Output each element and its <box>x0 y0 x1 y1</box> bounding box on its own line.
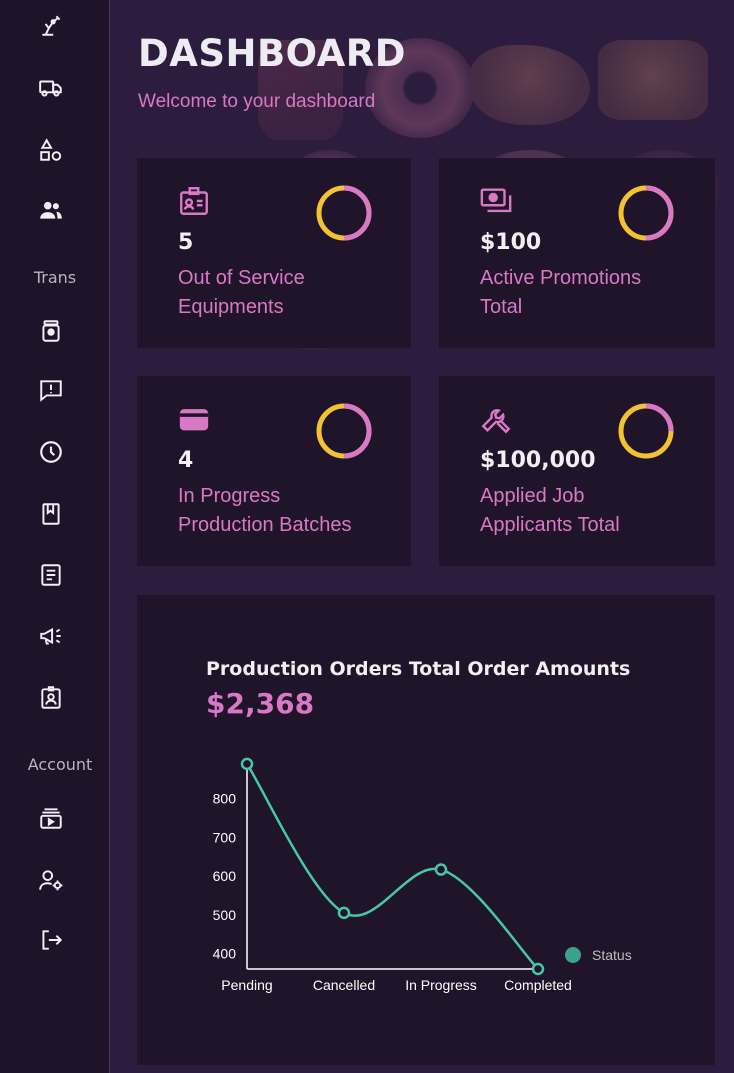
data-point-completed[interactable] <box>531 962 545 976</box>
line-chart: 400 500 600 700 800 Pending Cancelled In Progr… <box>213 757 632 993</box>
progress-donut <box>618 185 674 241</box>
y-tick-label: 800 <box>213 791 237 807</box>
y-tick-label: 500 <box>213 907 237 923</box>
card-value: $100 <box>480 230 542 255</box>
legend-label[interactable]: Status <box>592 947 632 963</box>
clock-icon[interactable] <box>36 437 66 467</box>
money-icon <box>479 184 513 218</box>
chart-panel: Production Orders Total Order Amounts $2… <box>137 595 715 1065</box>
robot-arm-icon[interactable] <box>36 10 66 40</box>
card-label-line2: Total <box>480 296 523 318</box>
book-icon[interactable] <box>36 499 66 529</box>
wrench-icon <box>479 402 513 436</box>
card-label: In Progress Production Batches <box>178 482 398 540</box>
truck-icon[interactable] <box>36 73 66 103</box>
megaphone-icon[interactable] <box>36 621 66 651</box>
document-icon[interactable] <box>36 560 66 590</box>
card-label-line2: Applicants Total <box>480 514 620 536</box>
card-label-line1: Out of Service <box>178 267 305 289</box>
badge-icon <box>177 184 211 218</box>
sidebar-section-account: Account <box>27 755 93 774</box>
x-tick-label: In Progress <box>405 977 477 993</box>
card-label: Out of Service Equipments <box>178 264 398 322</box>
y-tick-label: 400 <box>213 946 237 962</box>
legend-marker[interactable] <box>565 947 581 963</box>
card-label: Applied Job Applicants Total <box>480 482 700 540</box>
card-label-line1: Applied Job <box>480 485 585 507</box>
card-label-line2: Production Batches <box>178 514 352 536</box>
series-line-status <box>245 763 539 970</box>
page-title: DASHBOARD <box>138 32 406 75</box>
y-tick-label: 700 <box>213 829 237 845</box>
card-value: $100,000 <box>480 448 596 473</box>
shapes-icon[interactable] <box>36 135 66 165</box>
users-icon[interactable] <box>36 195 66 225</box>
jar-icon[interactable] <box>36 316 66 346</box>
page-subtitle: Welcome to your dashboard <box>138 91 376 112</box>
playlist-icon[interactable] <box>36 803 66 833</box>
stat-card-in-progress-batches[interactable]: 4 In Progress Production Batches <box>137 376 411 566</box>
id-badge-icon[interactable] <box>36 683 66 713</box>
wallet-icon <box>177 402 211 436</box>
progress-donut <box>316 403 372 459</box>
user-settings-icon[interactable] <box>36 865 66 895</box>
sidebar: Trans Account <box>0 0 110 1073</box>
card-label: Active Promotions Total <box>480 264 700 322</box>
data-point-pending[interactable] <box>240 757 254 771</box>
card-label-line1: Active Promotions <box>480 267 642 289</box>
chart-total: $2,368 <box>206 687 315 720</box>
sidebar-section-trans: Trans <box>33 268 77 287</box>
data-point-cancelled[interactable] <box>337 906 351 920</box>
stat-card-active-promotions[interactable]: $100 Active Promotions Total <box>439 158 715 348</box>
alert-message-icon[interactable] <box>36 375 66 405</box>
stat-card-out-of-service[interactable]: 5 Out of Service Equipments <box>137 158 411 348</box>
data-point-in-progress[interactable] <box>434 863 448 876</box>
x-tick-label: Completed <box>504 977 572 993</box>
y-tick-label: 600 <box>213 868 237 884</box>
x-tick-label: Pending <box>221 977 272 993</box>
x-tick-label: Cancelled <box>313 977 375 993</box>
stat-card-job-applicants[interactable]: $100,000 Applied Job Applicants Total <box>439 376 715 566</box>
progress-donut <box>618 403 674 459</box>
logout-icon[interactable] <box>36 925 66 955</box>
card-value: 5 <box>178 230 194 255</box>
card-label-line1: In Progress <box>178 485 281 507</box>
chart-title: Production Orders Total Order Amounts <box>206 658 631 680</box>
card-value: 4 <box>178 448 194 473</box>
card-label-line2: Equipments <box>178 296 284 318</box>
progress-donut <box>316 185 372 241</box>
